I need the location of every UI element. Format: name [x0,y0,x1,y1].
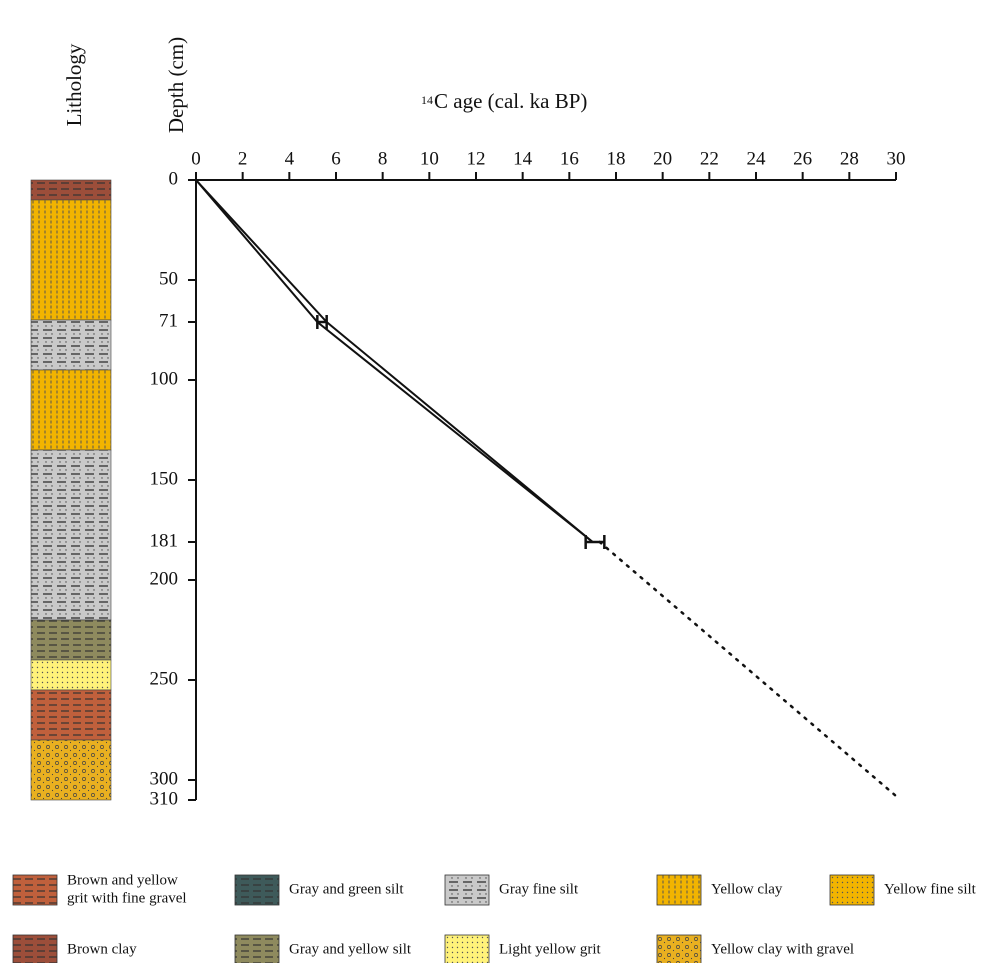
y-tick-label: 0 [169,168,179,189]
x-tick-label: 30 [887,148,906,169]
figure: Lithology Depth (cm) 14 C age (cal. ka B… [0,0,1008,963]
y-tick-label: 310 [150,788,179,809]
legend-swatch-pattern [657,875,701,905]
legend-label: Yellow fine silt [884,881,977,897]
age-depth-line [196,180,593,542]
lithology-pattern [31,660,111,690]
legend-swatch-pattern [13,935,57,963]
lithology-pattern [31,690,111,740]
lithology-title: Lithology [62,43,86,126]
y-tick-label: 181 [150,530,179,551]
y-tick-label: 100 [150,368,179,389]
x-tick-label: 0 [191,148,201,169]
x-tick-label: 18 [607,148,626,169]
x-tick-label: 2 [238,148,248,169]
legend-swatch-pattern [445,935,489,963]
lithology-pattern [31,370,111,450]
y-tick-label: 300 [150,768,179,789]
y-tick-label: 250 [150,668,179,689]
x-tick-label: 4 [285,148,295,169]
y-axis-title: Depth (cm) [164,37,188,133]
error-bar [586,535,605,549]
legend-label: Yellow clay with gravel [711,941,854,957]
y-tick-label: 50 [159,268,178,289]
legend-swatch-pattern [830,875,874,905]
legend-label: Brown clay [67,941,137,957]
x-tick-label: 26 [793,148,812,169]
y-tick-label: 150 [150,468,179,489]
legend-label: grit with fine gravel [67,890,187,906]
legend-label: Gray and yellow silt [289,941,412,957]
legend-label: Light yellow grit [499,941,601,957]
legend-swatch-pattern [235,935,279,963]
x-tick-label: 8 [378,148,388,169]
x-axis-title: C age (cal. ka BP) [434,89,587,113]
legend-swatch-pattern [235,875,279,905]
x-tick-label: 14 [513,148,533,169]
x-tick-label: 28 [840,148,859,169]
age-depth-line [600,542,896,796]
lithology-pattern [31,450,111,620]
legend-label: Yellow clay [711,881,783,897]
legend-swatch-pattern [13,875,57,905]
lithology-pattern [31,740,111,800]
legend-swatch-pattern [445,875,489,905]
x-tick-label: 12 [467,148,486,169]
legend-label: Brown and yellow [67,872,178,888]
x-tick-label: 6 [331,148,341,169]
legend-swatch-pattern [657,935,701,963]
legend-label: Gray fine silt [499,881,579,897]
age-depth-line [196,180,593,542]
lithology-pattern [31,620,111,660]
x-tick-label: 22 [700,148,719,169]
y-tick-label: 71 [159,310,178,331]
x-tick-label: 16 [560,148,579,169]
lithology-pattern [31,200,111,320]
legend-label: Gray and green silt [289,881,404,897]
x-axis-title-sup: 14 [421,93,433,107]
lithology-pattern [31,180,111,200]
lithology-pattern [31,320,111,370]
x-tick-label: 24 [747,148,767,169]
x-tick-label: 20 [653,148,672,169]
x-tick-label: 10 [420,148,439,169]
y-tick-label: 200 [150,568,179,589]
